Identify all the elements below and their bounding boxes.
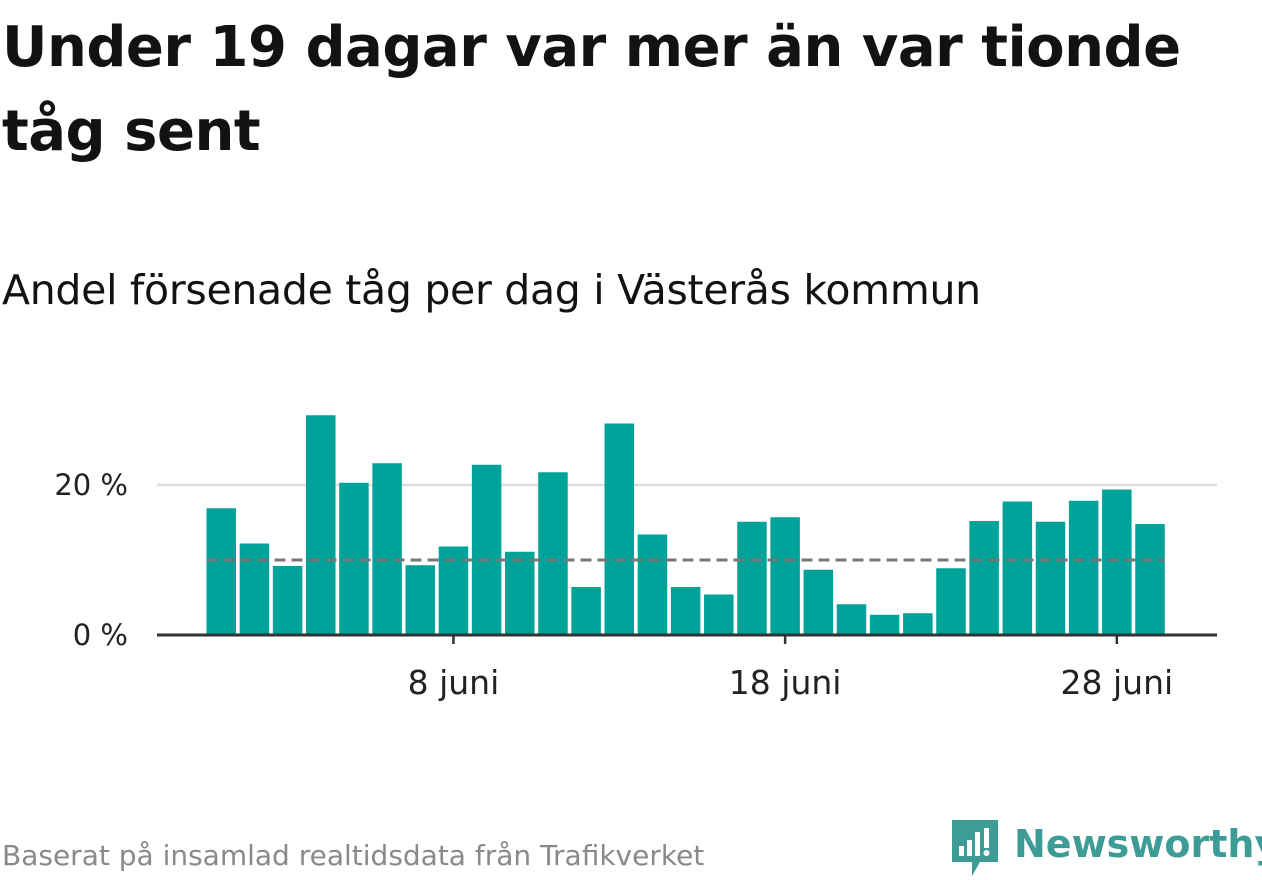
- newsworthy-brand[interactable]: Newsworthy: [950, 818, 1262, 880]
- bar: [306, 415, 336, 635]
- bar: [670, 587, 701, 635]
- x-axis: [157, 633, 1217, 644]
- bar: [737, 521, 767, 635]
- bar: [505, 551, 535, 635]
- bar: [239, 543, 270, 635]
- bar: [1068, 500, 1099, 635]
- bar: [206, 508, 236, 635]
- newsworthy-logo-icon: [952, 820, 998, 876]
- bar: [538, 472, 568, 635]
- bars: [206, 415, 1165, 635]
- bar: [637, 534, 668, 635]
- bar: [405, 565, 436, 635]
- bar: [869, 614, 900, 635]
- bar: [969, 521, 999, 635]
- x-tick-label: 28 juni: [1061, 663, 1174, 702]
- bar: [704, 594, 734, 635]
- bar: [836, 604, 867, 635]
- bar: [1035, 521, 1066, 635]
- bar: [903, 613, 933, 635]
- bar: [1002, 501, 1033, 635]
- y-tick-label: 20 %: [54, 468, 128, 502]
- bar: [1102, 489, 1132, 635]
- bar: [372, 463, 402, 635]
- bar: [604, 423, 635, 635]
- source-note: Baserat på insamlad realtidsdata från Tr…: [2, 839, 705, 872]
- x-tick-label: 18 juni: [729, 663, 842, 702]
- bar: [770, 517, 800, 635]
- brand-name: Newsworthy: [1014, 822, 1262, 866]
- bar-chart: 0 % 20 % 8 juni 18 juni 28 juni: [54, 415, 1217, 702]
- chart-title: Under 19 dagar var mer än var tionde tåg…: [2, 15, 1181, 164]
- tick-labels: 0 % 20 % 8 juni 18 juni 28 juni: [54, 468, 1173, 702]
- bar: [471, 464, 502, 635]
- bar: [571, 587, 601, 635]
- bar: [272, 566, 303, 635]
- bar: [936, 568, 966, 635]
- chart-subtitle: Andel försenade tåg per dag i Västerås k…: [2, 266, 981, 314]
- bar: [803, 569, 834, 635]
- bar: [1135, 524, 1165, 635]
- x-tick-label: 8 juni: [408, 663, 500, 702]
- y-tick-label: 0 %: [73, 618, 128, 652]
